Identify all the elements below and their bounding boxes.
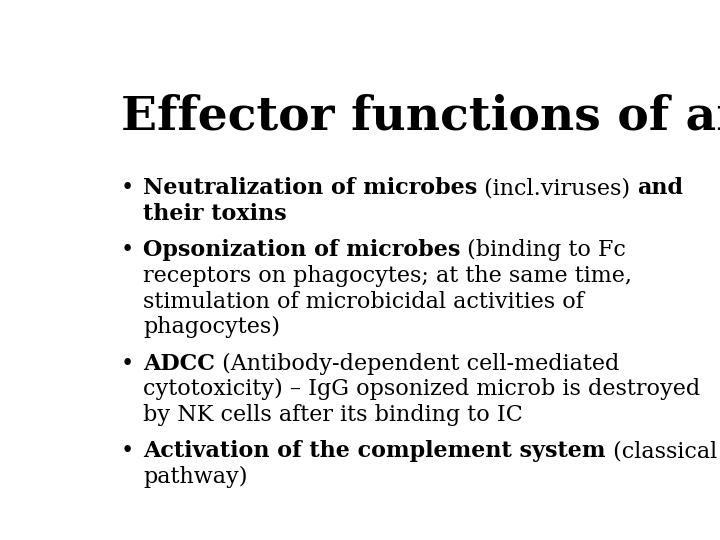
Text: (binding to Fc: (binding to Fc (460, 239, 626, 261)
Text: Activation of the complement system: Activation of the complement system (143, 440, 606, 462)
Text: ADCC: ADCC (143, 353, 215, 375)
Text: their toxins: their toxins (143, 203, 287, 225)
Text: Opsonization of microbes: Opsonization of microbes (143, 239, 460, 261)
Text: pathway): pathway) (143, 466, 248, 488)
Text: phagocytes): phagocytes) (143, 316, 280, 339)
Text: •: • (121, 177, 134, 199)
Text: (Antibody-dependent cell-mediated: (Antibody-dependent cell-mediated (215, 353, 619, 375)
Text: Neutralization of microbes: Neutralization of microbes (143, 177, 477, 199)
Text: by NK cells after its binding to IC: by NK cells after its binding to IC (143, 404, 523, 426)
Text: and: and (637, 177, 683, 199)
Text: Effector functions of antibodies: Effector functions of antibodies (121, 94, 720, 140)
Text: cytotoxicity) – IgG opsonized microb is destroyed: cytotoxicity) – IgG opsonized microb is … (143, 379, 701, 400)
Text: (incl.viruses): (incl.viruses) (477, 177, 637, 199)
Text: (classical: (classical (606, 440, 717, 462)
Text: •: • (121, 440, 134, 462)
Text: •: • (121, 239, 134, 261)
Text: stimulation of microbicidal activities of: stimulation of microbicidal activities o… (143, 291, 584, 313)
Text: receptors on phagocytes; at the same time,: receptors on phagocytes; at the same tim… (143, 265, 632, 287)
Text: •: • (121, 353, 134, 375)
